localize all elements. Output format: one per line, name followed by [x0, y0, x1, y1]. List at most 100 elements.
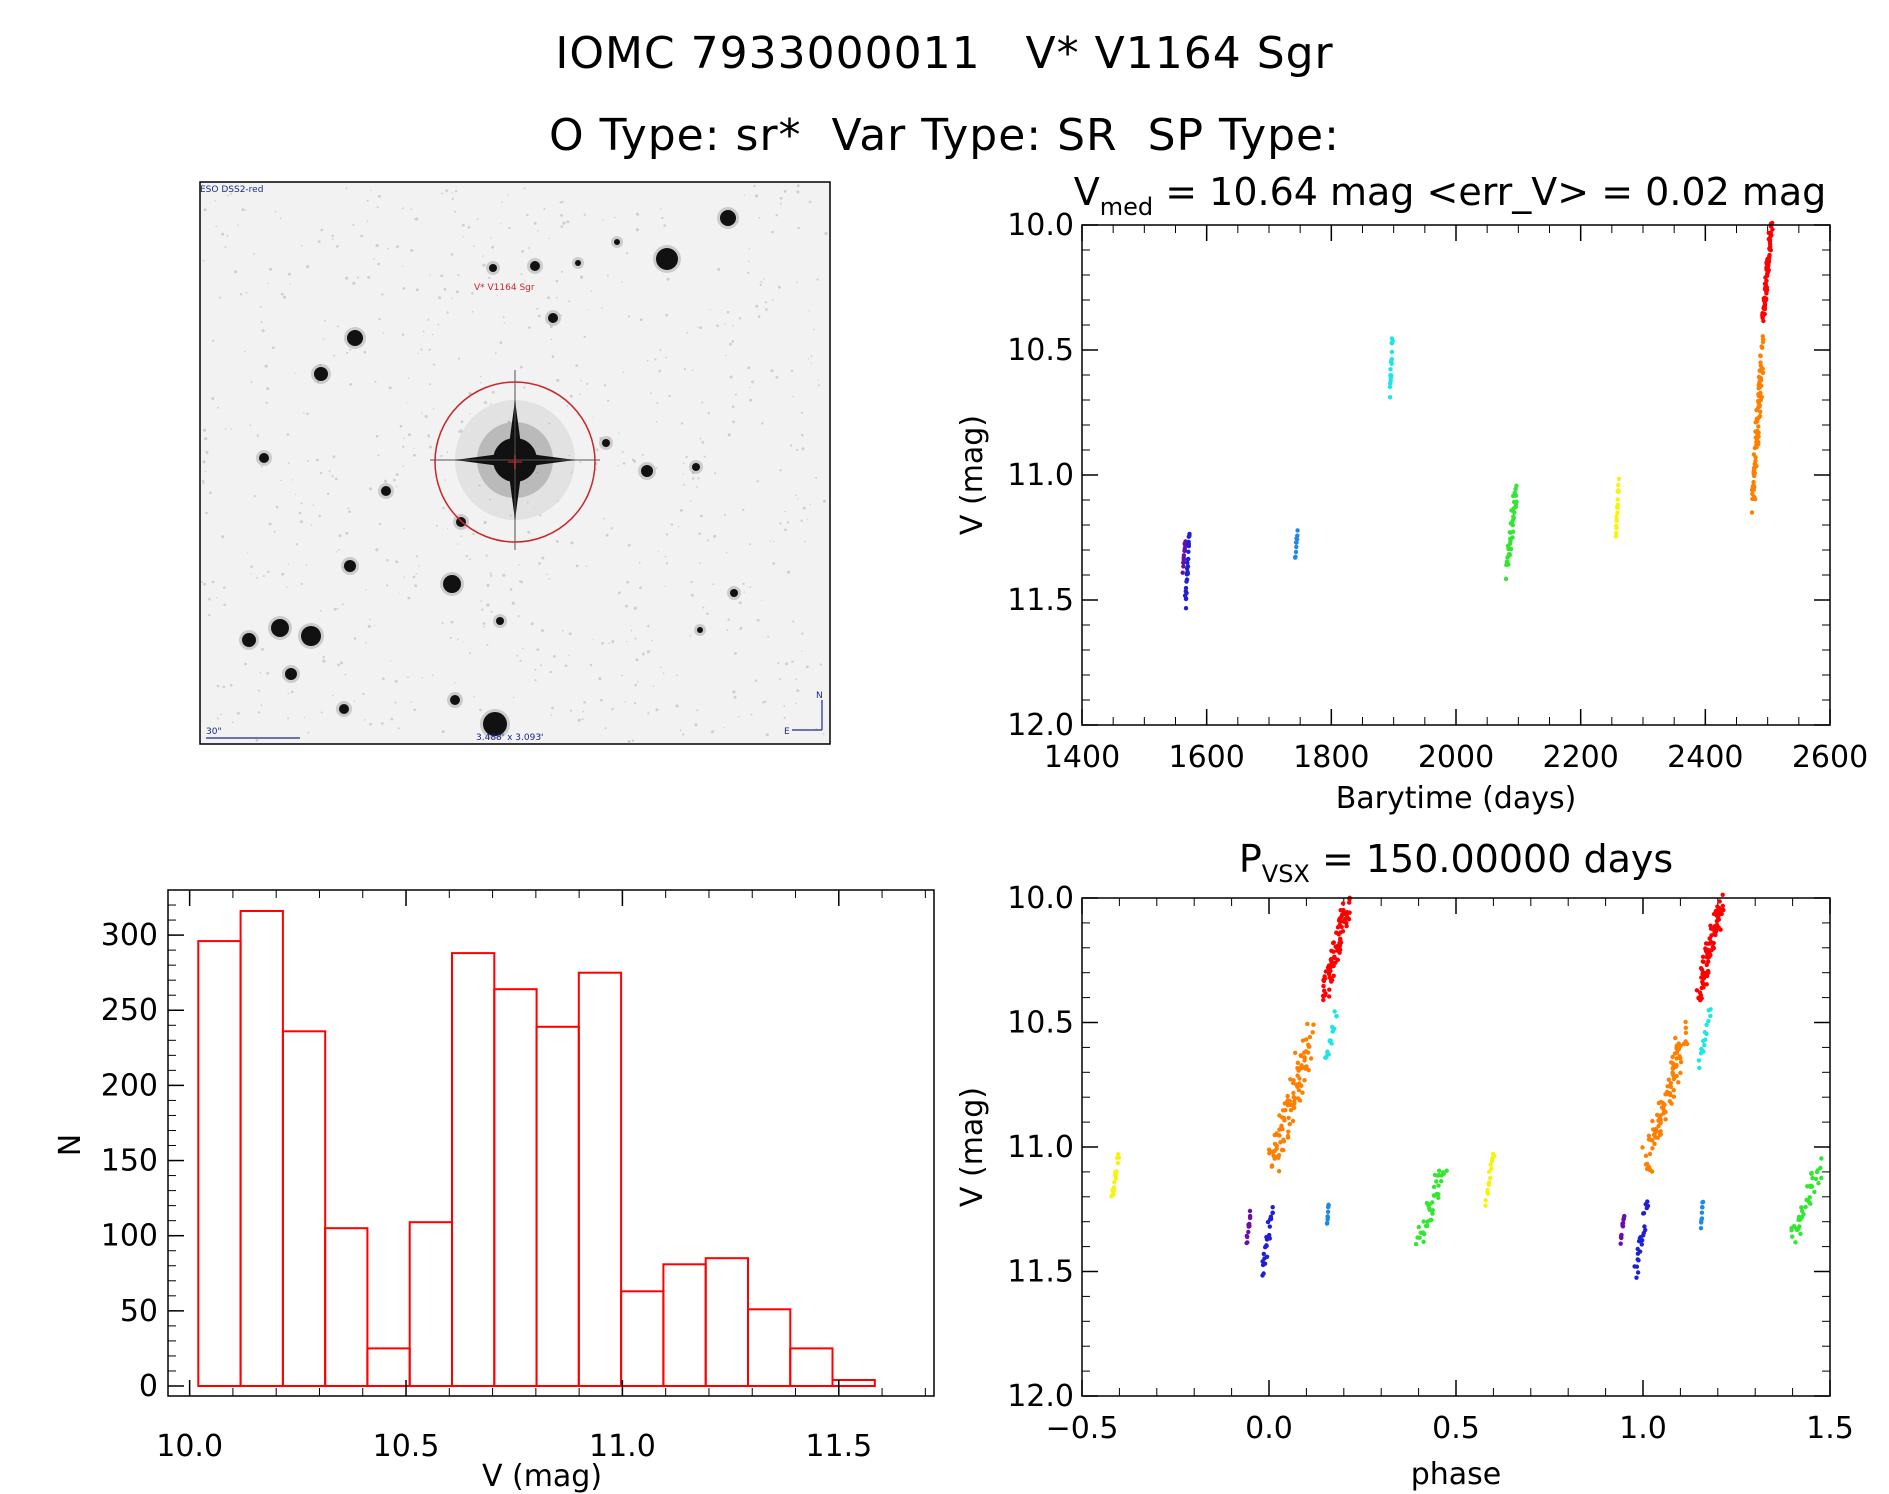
data-point [1324, 1055, 1329, 1060]
finder-noise-dot [754, 194, 759, 198]
finder-noise-dot [352, 281, 356, 285]
x-tick-label: −0.5 [1046, 1411, 1119, 1446]
finder-noise-dot [509, 588, 513, 591]
figure-title-line-2: O Type: sr* Var Type: SR SP Type: [549, 110, 1340, 161]
finder-noise-dot [472, 532, 475, 536]
data-point [1323, 969, 1329, 974]
data-point [1389, 349, 1395, 355]
data-point [1766, 267, 1771, 273]
finder-noise-dot [245, 292, 248, 294]
finder-noise-dot [608, 437, 611, 439]
data-point [1697, 990, 1703, 995]
finder-noise-dot [333, 607, 337, 611]
data-point [1326, 1202, 1331, 1208]
finder-noise-dot [608, 642, 610, 645]
finder-noise-dot [559, 201, 562, 204]
finder-noise-dot [556, 296, 558, 299]
finder-noise-dot [456, 638, 459, 641]
data-point [1185, 571, 1190, 576]
data-point [1652, 1141, 1657, 1147]
data-point [1755, 431, 1760, 437]
finder-noise-dot [679, 729, 682, 732]
finder-noise-dot [364, 719, 366, 721]
finder-noise-dot [552, 655, 556, 658]
finder-noise-dot [549, 325, 553, 329]
finder-noise-dot [789, 444, 793, 447]
finder-noise-dot [748, 248, 751, 250]
data-point [1115, 1160, 1121, 1166]
finder-noise-dot [378, 317, 381, 321]
data-point [1111, 1185, 1117, 1190]
finder-noise-dot [699, 562, 701, 565]
finder-noise-dot [533, 221, 537, 225]
finder-noise-dot [294, 493, 297, 496]
finder-noise-dot [647, 712, 650, 715]
data-point [1614, 526, 1619, 531]
finder-noise-dot [543, 208, 546, 211]
finder-noise-dot [396, 245, 399, 249]
finder-noise-dot [221, 535, 225, 539]
data-point [1327, 1038, 1332, 1043]
data-point [1714, 922, 1720, 928]
phased-ylabel: V (mag) [955, 1087, 990, 1207]
data-point [1707, 936, 1712, 941]
finder-noise-dot [449, 636, 452, 639]
finder-noise-dot [517, 615, 520, 618]
finder-noise-dot [234, 270, 237, 274]
finder-noise-dot [589, 663, 593, 667]
finder-noise-dot [369, 618, 371, 621]
field-star [692, 463, 700, 471]
finder-noise-dot [815, 727, 818, 730]
data-point [1321, 983, 1326, 989]
finder-noise-dot [801, 632, 804, 635]
finder-noise-dot [621, 451, 624, 454]
finder-noise-dot [747, 271, 750, 274]
finder-noise-dot [307, 460, 310, 463]
finder-noise-dot [224, 428, 227, 430]
finder-noise-dot [822, 733, 825, 735]
data-point [1336, 932, 1341, 937]
data-point [1615, 505, 1621, 511]
finder-noise-dot [485, 554, 488, 557]
data-point [1704, 1022, 1709, 1027]
finder-noise-dot [796, 448, 799, 451]
data-point [1116, 1152, 1121, 1157]
histogram-bar [535, 1025, 580, 1388]
data-point [1701, 959, 1706, 964]
data-point [1673, 1035, 1678, 1041]
finder-noise-dot [775, 214, 778, 217]
finder-noise-dot [702, 606, 705, 609]
finder-noise-dot [580, 380, 583, 382]
finder-noise-dot [729, 208, 731, 211]
finder-noise-dot [617, 432, 620, 434]
data-point [1431, 1184, 1437, 1190]
data-point [1489, 1166, 1494, 1172]
data-point [1670, 1054, 1675, 1060]
finder-noise-dot [382, 677, 385, 680]
finder-noise-dot [230, 192, 233, 195]
data-point [1508, 546, 1514, 552]
finder-noise-dot [454, 682, 456, 684]
finder-noise-dot [538, 733, 542, 737]
finder-noise-dot [533, 507, 536, 509]
data-point [1328, 975, 1333, 981]
histogram-bars [197, 910, 876, 1388]
finder-noise-dot [365, 589, 367, 591]
x-tick-label: 2600 [1792, 740, 1868, 775]
finder-noise-dot [468, 391, 472, 396]
finder-noise-dot [682, 473, 685, 476]
finder-survey-label: ESO DSS2-red [200, 185, 263, 195]
data-point [1671, 1076, 1677, 1082]
finder-noise-dot [443, 288, 447, 291]
finder-noise-dot [550, 338, 553, 341]
data-point [1510, 529, 1516, 534]
field-star [614, 239, 620, 245]
finder-noise-dot [207, 453, 209, 455]
data-point [1491, 1153, 1497, 1159]
data-point [1716, 917, 1722, 922]
data-point [1619, 1232, 1624, 1238]
data-point [1281, 1115, 1287, 1121]
finder-noise-dot [791, 660, 794, 663]
data-point [1813, 1176, 1819, 1182]
data-point [1668, 1092, 1673, 1098]
